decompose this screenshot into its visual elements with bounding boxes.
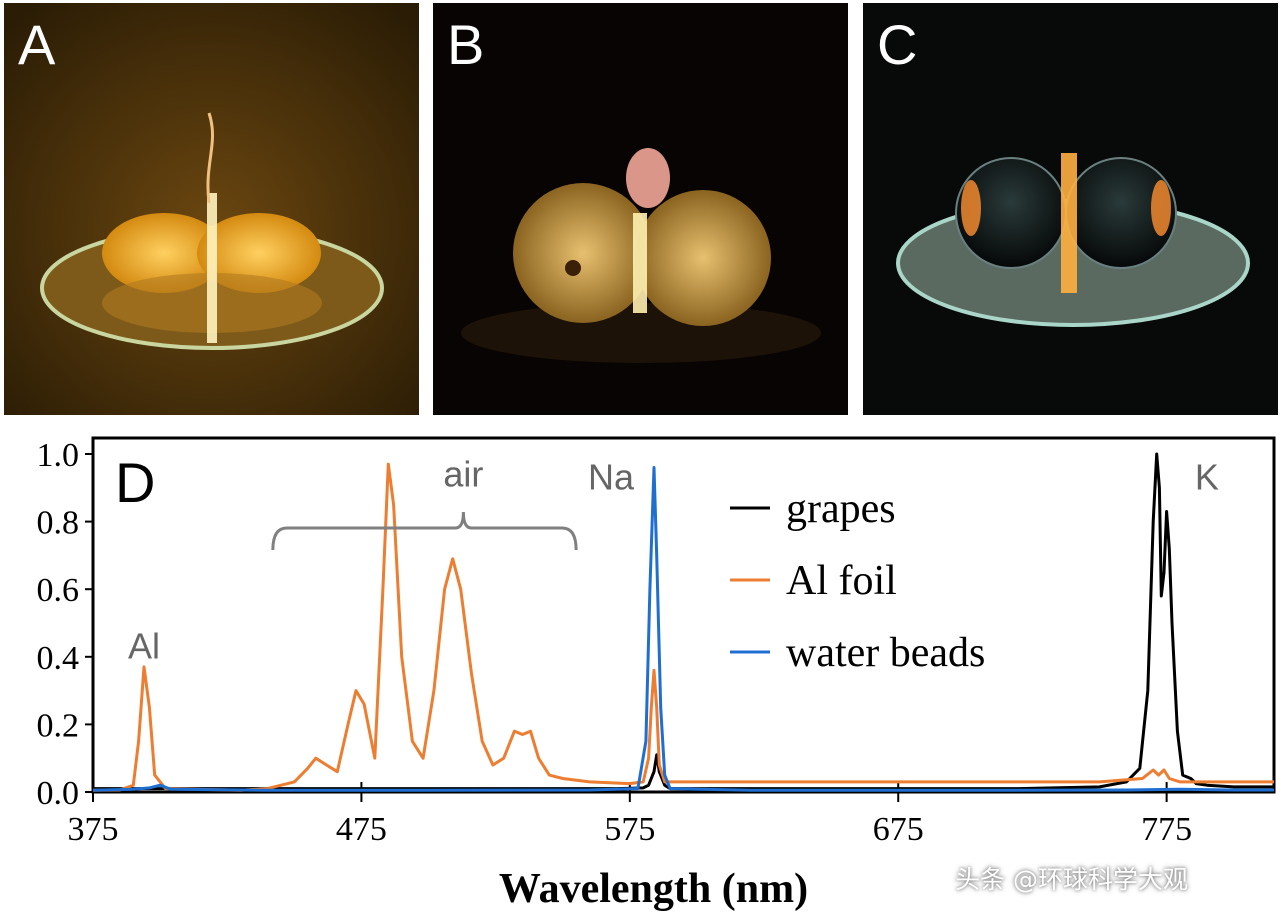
panel-letter-c: C xyxy=(877,13,918,76)
legend-label: Al foil xyxy=(786,558,897,604)
emission-spectrum-chart: 0.0 0.2 0.4 0.6 0.8 1.0 375 475 575 675 775 Wavelen… xyxy=(37,436,1276,912)
panel-letter-a: A xyxy=(18,13,56,76)
x-tick-label: 375 xyxy=(68,811,119,848)
water-beads-photo-image xyxy=(863,3,1278,415)
series-line-water-beads xyxy=(92,466,1274,792)
air-bracket xyxy=(271,511,578,551)
y-tick-label: 0.4 xyxy=(37,640,80,677)
x-tick-label: 775 xyxy=(1141,811,1192,848)
legend-label: water beads xyxy=(786,630,985,676)
annotation-air: air xyxy=(443,453,483,494)
grapes-photo-image xyxy=(4,3,419,415)
y-tick-label: 0.0 xyxy=(37,775,80,812)
panel-letter-b: B xyxy=(447,13,485,76)
watermark-text: 头条 @环球科学大观 xyxy=(955,865,1188,894)
x-axis-label: Wavelength (nm) xyxy=(499,866,808,912)
annotation-al: Al xyxy=(128,626,160,667)
y-tick-label: 0.8 xyxy=(37,505,80,542)
x-tick-label: 575 xyxy=(604,811,655,848)
annotation-na: Na xyxy=(588,457,635,498)
grapes-closeup-photo-image xyxy=(433,3,848,415)
y-tick-label: 0.2 xyxy=(37,707,80,744)
panel-letter-d: D xyxy=(115,451,155,514)
photo-panel-b: B xyxy=(433,3,848,415)
x-tick-label: 475 xyxy=(336,811,387,848)
plot-frame xyxy=(91,436,1276,794)
legend-label: grapes xyxy=(786,486,896,532)
series-line-grapes xyxy=(93,452,1274,791)
y-tick-label: 1.0 xyxy=(37,437,80,474)
x-tick-label: 675 xyxy=(873,811,924,848)
y-tick-label: 0.6 xyxy=(37,572,80,609)
photo-panel-c: C xyxy=(863,3,1278,415)
photo-panel-a: A xyxy=(4,3,419,415)
series-line-al-foil xyxy=(92,462,1274,792)
annotation-k: K xyxy=(1195,457,1219,498)
